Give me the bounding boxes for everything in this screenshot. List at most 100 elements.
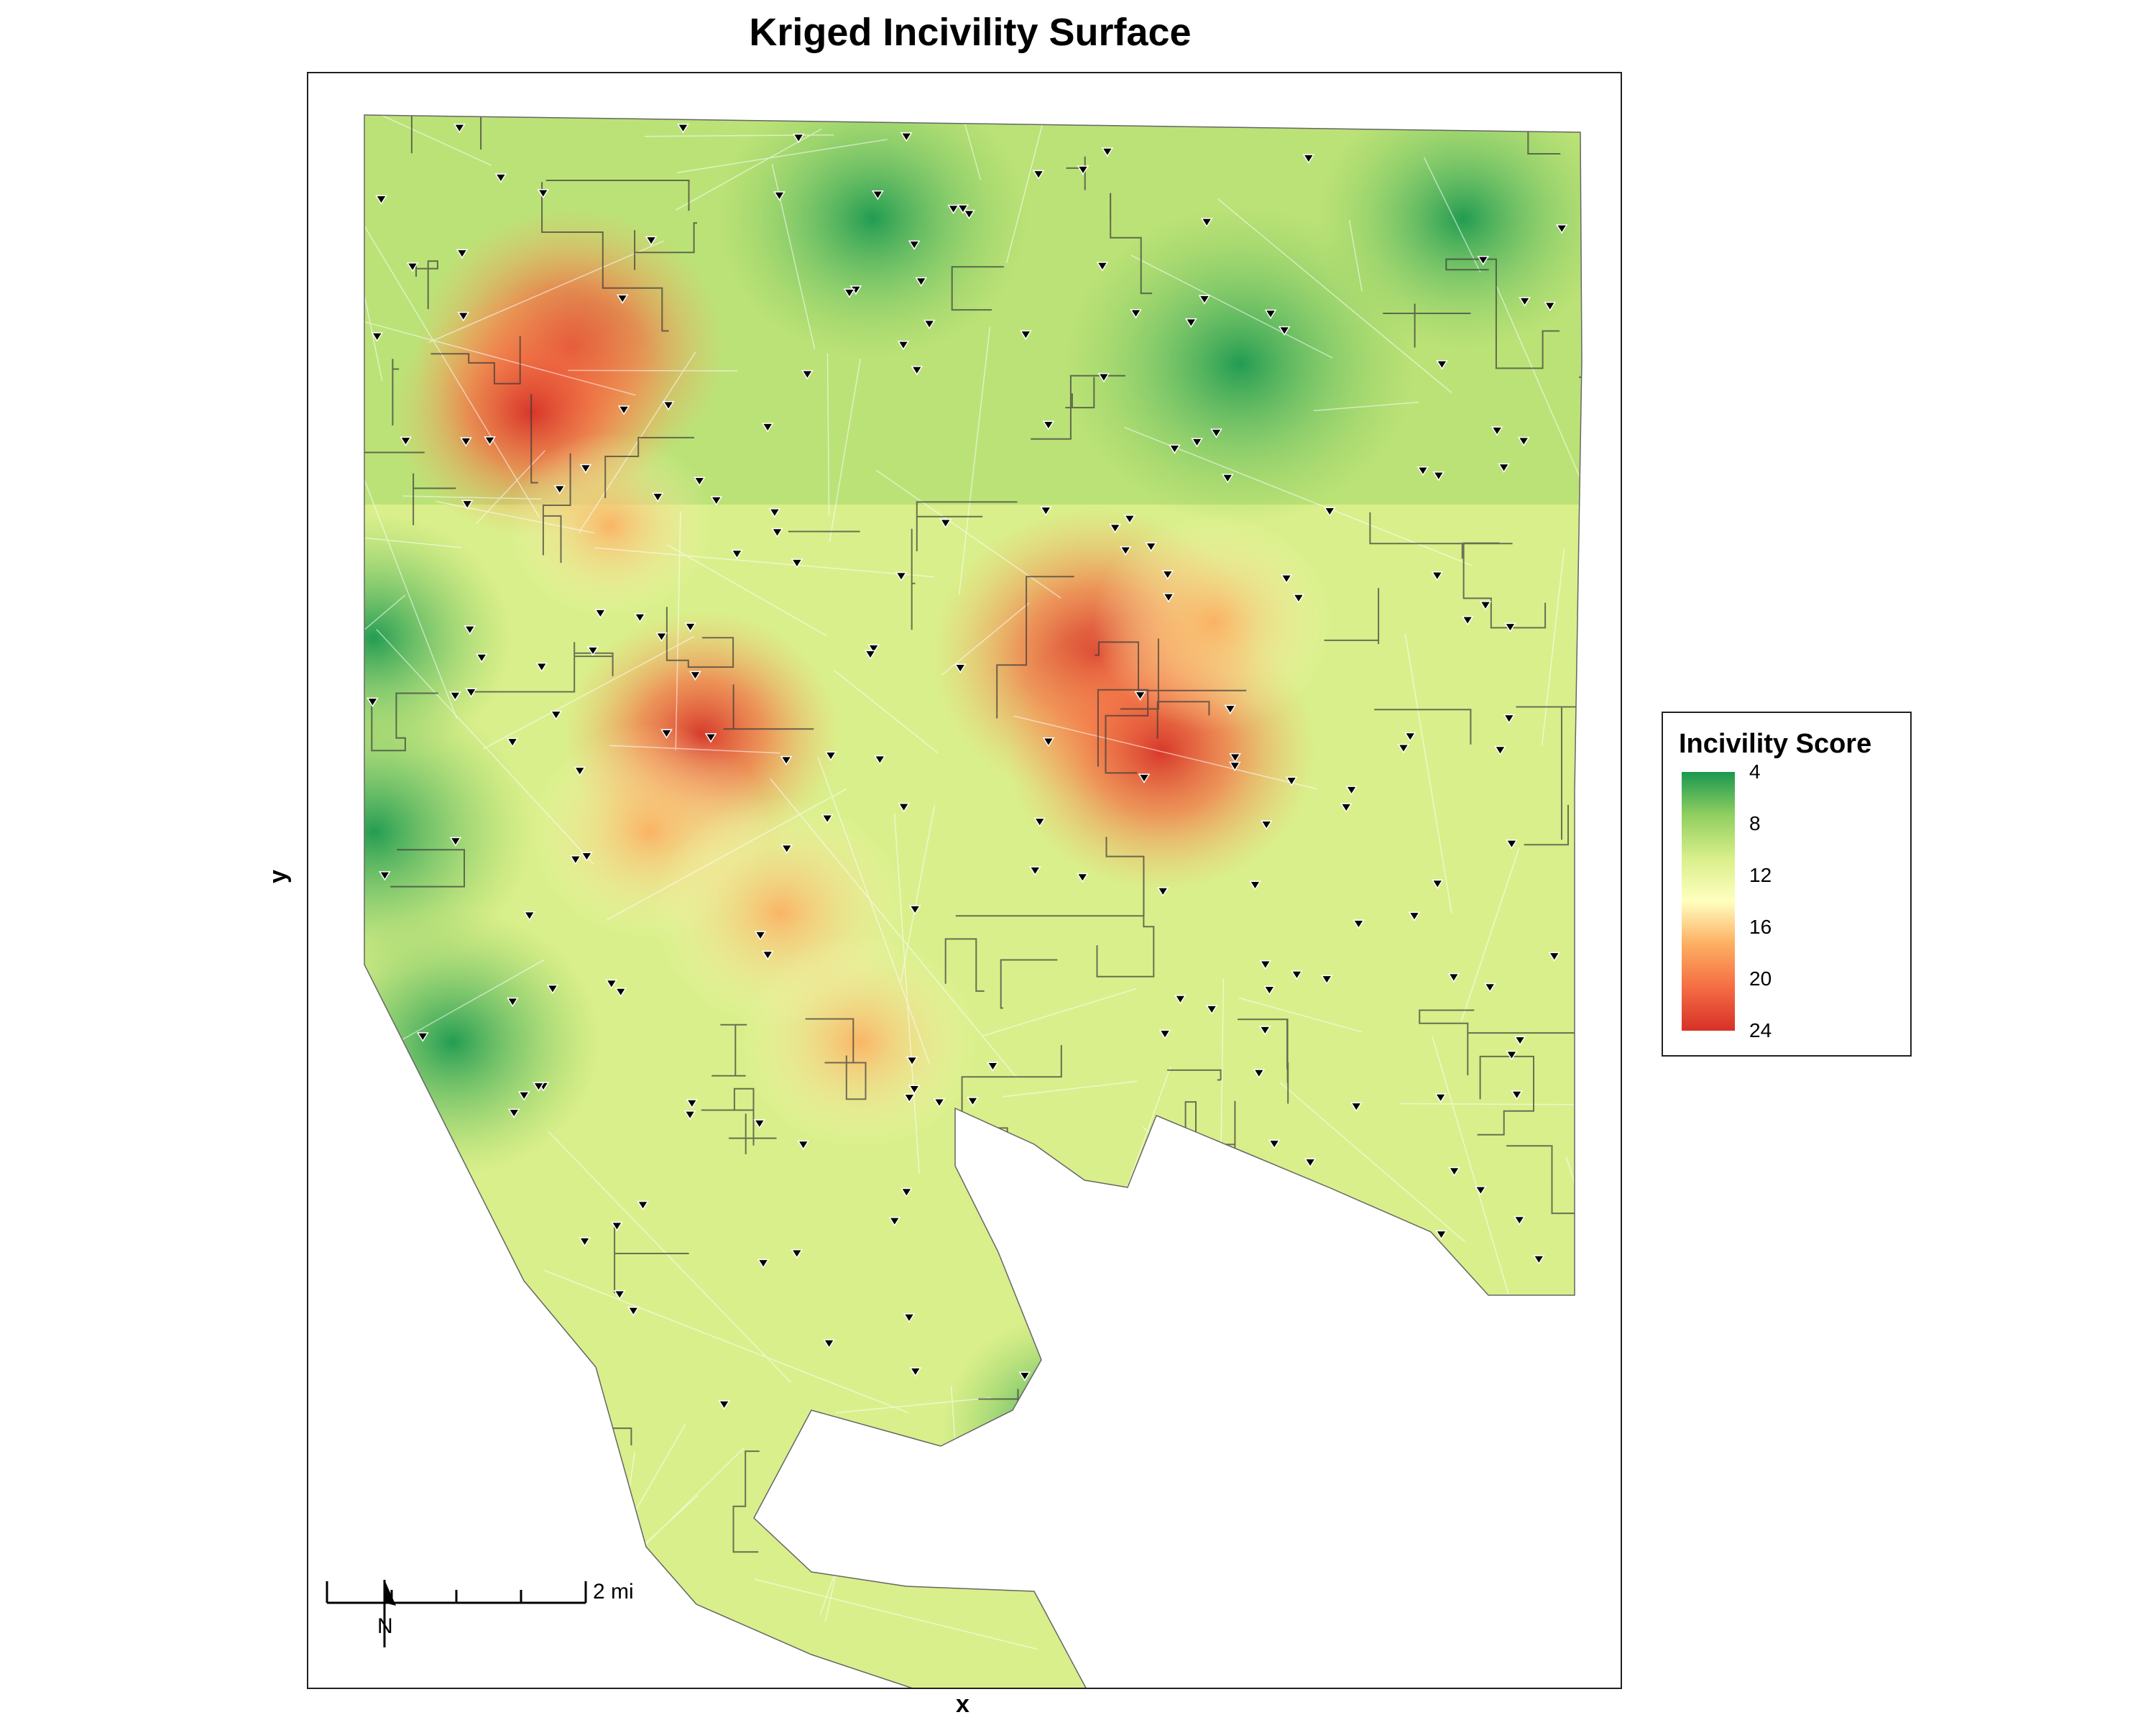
sample-point-marker — [909, 1367, 922, 1377]
sample-point-marker — [864, 650, 877, 660]
tract-boundary — [392, 359, 400, 426]
harbor-water — [955, 1108, 1488, 1360]
sample-point-marker — [768, 508, 781, 518]
street-line — [578, 351, 696, 533]
tract-boundary — [634, 222, 697, 270]
map-canvas[interactable]: N — [308, 73, 1621, 1688]
street-line — [1238, 997, 1363, 1033]
sample-point-marker — [535, 662, 548, 673]
sample-point-marker — [761, 423, 774, 433]
tract-boundary — [944, 938, 985, 992]
sample-point-marker — [689, 671, 701, 681]
sample-point-marker — [683, 1110, 696, 1121]
sample-point-marker — [1491, 426, 1503, 436]
tract-boundary — [545, 180, 690, 211]
street-line — [835, 1397, 991, 1414]
sample-point-marker — [1162, 593, 1175, 603]
sample-point-marker — [911, 366, 923, 376]
sample-point-marker — [660, 729, 673, 739]
tract-boundary — [371, 692, 438, 752]
street-line — [676, 139, 888, 173]
sample-point-marker — [718, 1400, 730, 1410]
tract-boundary — [364, 1269, 376, 1318]
street-line — [1401, 1103, 1576, 1105]
sample-point-marker — [731, 549, 743, 560]
sample-point-marker — [1517, 436, 1530, 447]
tract-boundary — [723, 684, 814, 730]
street-line — [1059, 1481, 1370, 1609]
sample-point-marker — [484, 436, 496, 446]
street-line — [1279, 1081, 1466, 1243]
street-line — [594, 547, 934, 578]
sample-point-marker — [406, 262, 419, 272]
sample-point-marker — [1158, 1029, 1171, 1040]
sample-point-marker — [1033, 817, 1046, 827]
street-line — [817, 756, 931, 1064]
tract-boundary — [951, 266, 1004, 311]
sample-point-marker — [506, 997, 519, 1008]
sample-point-marker — [903, 1093, 916, 1103]
sample-point-marker — [823, 1339, 835, 1349]
sample-point-marker — [888, 1217, 901, 1227]
sample-point-marker — [662, 400, 675, 411]
tract-boundary — [542, 453, 571, 564]
sample-point-marker — [1397, 743, 1410, 754]
sample-point-marker — [1408, 911, 1421, 921]
sample-point-marker — [771, 528, 783, 538]
sample-point-marker — [957, 204, 969, 214]
sample-point-marker — [553, 484, 566, 495]
sample-point-marker — [923, 319, 936, 330]
y-axis-label: y — [264, 870, 292, 883]
chart-title: Kriged Incivility Surface — [749, 11, 1192, 54]
sample-point-marker — [461, 500, 474, 510]
street-line — [770, 778, 1018, 1079]
sample-point-marker — [1263, 985, 1276, 995]
tract-boundary — [364, 1358, 460, 1420]
sample-point-marker — [908, 240, 921, 250]
street-line — [958, 326, 991, 595]
sample-point-marker — [1514, 1036, 1526, 1046]
sample-point-marker — [797, 1140, 810, 1151]
sample-point-marker — [1498, 463, 1510, 474]
legend-colorbar — [1682, 772, 1735, 1031]
street-line — [754, 1578, 1038, 1650]
legend-tick-label: 20 — [1749, 967, 1772, 990]
sample-point-marker — [753, 1119, 766, 1129]
sample-point-marker — [655, 632, 668, 643]
sample-point-marker — [1205, 1005, 1218, 1015]
street-line — [364, 1515, 459, 1688]
sample-point-marker — [1200, 218, 1213, 228]
tract-boundary — [1096, 837, 1155, 978]
tract-boundary — [1238, 1018, 1289, 1104]
tract-boundary — [955, 865, 1145, 917]
sample-point-marker — [773, 191, 786, 201]
sample-point-marker — [1404, 732, 1416, 742]
sample-point-marker — [1169, 444, 1181, 454]
map-panel[interactable]: N — [307, 72, 1622, 1689]
tract-boundary — [1031, 374, 1125, 440]
street-line — [1475, 1484, 1582, 1529]
sample-point-marker — [627, 1307, 640, 1317]
street-line — [482, 635, 695, 750]
sample-point-marker — [1097, 373, 1110, 383]
sample-point-marker — [1134, 691, 1146, 701]
tract-boundary — [916, 501, 1018, 551]
low-incivility-area — [941, 1314, 1198, 1545]
sample-point-marker — [533, 1082, 545, 1092]
low-incivility-area — [1314, 115, 1582, 352]
sample-point-marker — [1474, 1186, 1487, 1196]
sample-point-marker — [1076, 873, 1089, 883]
sample-point-marker — [614, 988, 627, 998]
sample-point-marker — [453, 124, 466, 134]
sample-point-marker — [1506, 1050, 1518, 1061]
high-incivility-area — [506, 432, 714, 619]
sample-point-marker — [449, 837, 462, 847]
sample-point-marker — [465, 688, 477, 698]
tract-boundary — [701, 1087, 755, 1146]
sample-point-marker — [1431, 879, 1444, 890]
street-line — [982, 988, 1137, 1036]
sample-point-marker — [1506, 840, 1518, 850]
sample-point-marker — [617, 405, 630, 415]
sample-point-marker — [1119, 546, 1132, 556]
sample-point-marker — [1292, 594, 1305, 604]
